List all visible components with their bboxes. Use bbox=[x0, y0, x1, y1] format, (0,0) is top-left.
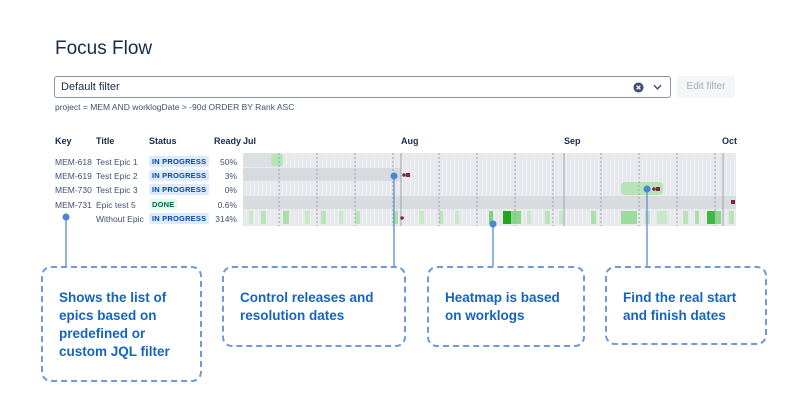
month-label: Oct bbox=[722, 136, 738, 146]
page-title: Focus Flow bbox=[55, 38, 153, 59]
epic-title[interactable]: Test Epic 3 bbox=[96, 185, 138, 195]
ready-percent: 50% bbox=[219, 157, 237, 167]
column-header-key[interactable]: Key bbox=[55, 136, 72, 146]
callout-line: Heatmap is based bbox=[445, 290, 560, 305]
epic-title[interactable]: Test Epic 1 bbox=[96, 157, 138, 167]
status-badge: IN PROGRESS bbox=[149, 170, 210, 181]
epic-title[interactable]: Epic test 5 bbox=[96, 200, 136, 210]
callout-line: and finish dates bbox=[623, 308, 726, 323]
callout-line: Shows the list of bbox=[59, 290, 167, 305]
week-dividers bbox=[278, 153, 716, 226]
month-dividers bbox=[400, 153, 724, 226]
epic-key[interactable]: MEM-731 bbox=[55, 200, 92, 210]
epic-key[interactable]: MEM-730 bbox=[55, 185, 92, 195]
month-label: Jul bbox=[243, 136, 257, 146]
jql-query: project = MEM AND worklogDate > -90d ORD… bbox=[55, 102, 295, 112]
heatmap-timeline[interactable] bbox=[243, 153, 736, 226]
epic-bar bbox=[243, 196, 736, 209]
edit-filter-button[interactable]: Edit filter bbox=[677, 76, 735, 98]
clear-circle-icon[interactable] bbox=[633, 82, 644, 93]
release-markers bbox=[400, 173, 735, 220]
month-label: Aug bbox=[401, 136, 419, 146]
callout-line: epics based on bbox=[59, 308, 157, 323]
callout-line: predefined or bbox=[59, 326, 146, 341]
status-badge: IN PROGRESS bbox=[149, 184, 210, 195]
ready-percent: 314% bbox=[215, 214, 237, 224]
callout-line: Control releases and bbox=[240, 290, 374, 305]
filter-value: Default filter bbox=[61, 81, 120, 93]
callout-line: resolution dates bbox=[240, 308, 345, 323]
callout-line: on worklogs bbox=[445, 308, 525, 323]
epic-bar bbox=[621, 182, 663, 195]
heat-cell bbox=[271, 154, 283, 166]
callout-epics: Shows the list of epics based on predefi… bbox=[41, 266, 202, 382]
column-header-title[interactable]: Title bbox=[96, 136, 115, 146]
ready-percent: 3% bbox=[224, 171, 237, 181]
epic-key[interactable]: MEM-618 bbox=[55, 157, 92, 167]
ready-percent: 0% bbox=[224, 185, 237, 195]
callout-line: Find the real start bbox=[623, 290, 737, 305]
callout-dates: Find the real start and finish dates bbox=[605, 266, 767, 345]
month-label: Sep bbox=[564, 136, 581, 146]
status-badge: IN PROGRESS bbox=[149, 156, 210, 167]
epic-bar bbox=[243, 168, 401, 181]
epic-title[interactable]: Without Epic bbox=[96, 214, 144, 224]
status-badge: DONE bbox=[149, 199, 178, 210]
column-header-ready[interactable]: Ready bbox=[214, 136, 242, 146]
heatmap-cells bbox=[249, 211, 734, 224]
callout-heatmap: Heatmap is based on worklogs bbox=[427, 266, 585, 347]
epic-key[interactable]: MEM-619 bbox=[55, 171, 92, 181]
chevron-down-icon[interactable] bbox=[653, 84, 662, 90]
callout-releases: Control releases and resolution dates bbox=[222, 266, 406, 347]
epic-title[interactable]: Test Epic 2 bbox=[96, 171, 138, 181]
ready-percent: 0.6% bbox=[217, 200, 237, 210]
callout-line: custom JQL filter bbox=[59, 344, 170, 359]
filter-select[interactable]: Default filter bbox=[54, 76, 671, 98]
status-badge: IN PROGRESS bbox=[149, 213, 210, 224]
column-header-status[interactable]: Status bbox=[149, 136, 177, 146]
